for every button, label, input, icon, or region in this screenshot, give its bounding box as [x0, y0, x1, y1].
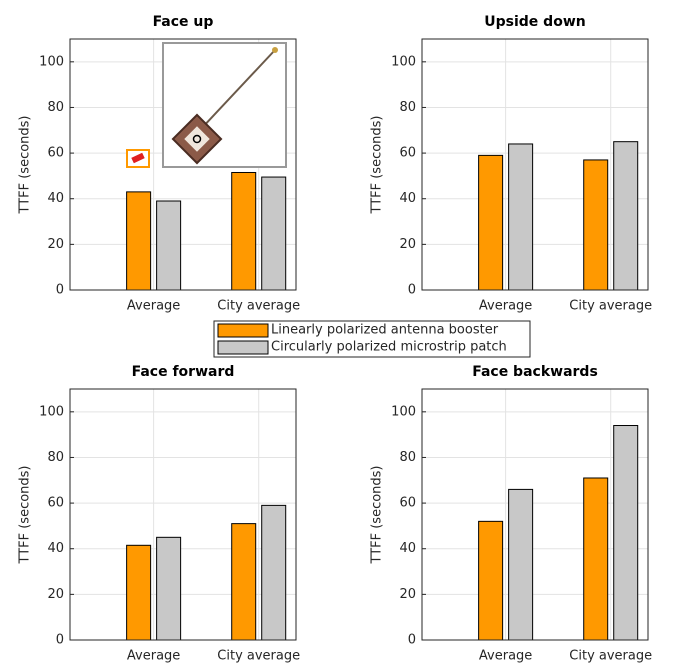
y-axis-label: TTFF (seconds)	[18, 115, 33, 214]
legend: Linearly polarized antenna booster Circul…	[214, 321, 530, 357]
chart-title: Upside down	[484, 14, 585, 30]
y-axis-label: TTFF (seconds)	[18, 465, 33, 564]
legend-swatch	[218, 324, 268, 337]
bar	[584, 160, 608, 290]
y-tick-label: 0	[56, 633, 64, 648]
y-tick-label: 80	[399, 100, 416, 115]
y-axis-label: TTFF (seconds)	[370, 115, 385, 214]
y-tick-label: 100	[39, 404, 64, 419]
x-tick-label: Average	[127, 299, 180, 314]
x-tick-label: City average	[217, 649, 300, 664]
y-tick-label: 20	[399, 237, 416, 252]
y-tick-label: 40	[399, 541, 416, 556]
y-tick-label: 100	[39, 54, 64, 69]
bar	[479, 521, 503, 640]
y-tick-label: 20	[47, 587, 64, 602]
x-tick-label: Average	[479, 649, 532, 664]
legend-swatch	[218, 341, 268, 354]
y-tick-label: 0	[408, 633, 416, 648]
y-tick-label: 20	[399, 587, 416, 602]
y-tick-label: 20	[47, 237, 64, 252]
bar	[262, 505, 286, 640]
figure: 0 20 40 60 80 100 Average City average Face up TT…	[0, 0, 683, 664]
bar	[479, 155, 503, 290]
bar	[232, 172, 256, 290]
y-tick-label: 0	[408, 283, 416, 298]
y-tick-label: 100	[391, 404, 416, 419]
chart-title: Face up	[153, 14, 214, 30]
legend-label: Linearly polarized antenna booster	[271, 323, 499, 338]
legend-label: Circularly polarized microstrip patch	[271, 340, 507, 355]
x-tick-label: City average	[217, 299, 300, 314]
y-tick-label: 80	[47, 450, 64, 465]
bar	[509, 144, 533, 290]
bar	[232, 524, 256, 640]
bar	[157, 201, 181, 290]
x-tick-label: Average	[127, 649, 180, 664]
y-tick-label: 60	[399, 146, 416, 161]
bar	[157, 537, 181, 640]
bar	[509, 489, 533, 640]
chart-title: Face forward	[132, 364, 235, 380]
chart-title: Face backwards	[472, 364, 598, 380]
x-tick-label: City average	[569, 299, 652, 314]
y-tick-label: 100	[391, 54, 416, 69]
y-tick-label: 0	[56, 283, 64, 298]
x-tick-label: Average	[479, 299, 532, 314]
y-tick-label: 60	[47, 146, 64, 161]
antenna-connector	[272, 47, 278, 53]
y-tick-label: 40	[399, 191, 416, 206]
y-axis-label: TTFF (seconds)	[370, 465, 385, 564]
y-tick-label: 80	[399, 450, 416, 465]
y-tick-label: 80	[47, 100, 64, 115]
bar	[614, 142, 638, 290]
bar	[614, 426, 638, 640]
y-tick-label: 40	[47, 191, 64, 206]
bar	[262, 177, 286, 290]
bar	[127, 192, 151, 290]
y-tick-label: 40	[47, 541, 64, 556]
y-tick-label: 60	[47, 496, 64, 511]
x-tick-label: City average	[569, 649, 652, 664]
bar	[584, 478, 608, 640]
y-tick-label: 60	[399, 496, 416, 511]
bar	[127, 545, 151, 640]
